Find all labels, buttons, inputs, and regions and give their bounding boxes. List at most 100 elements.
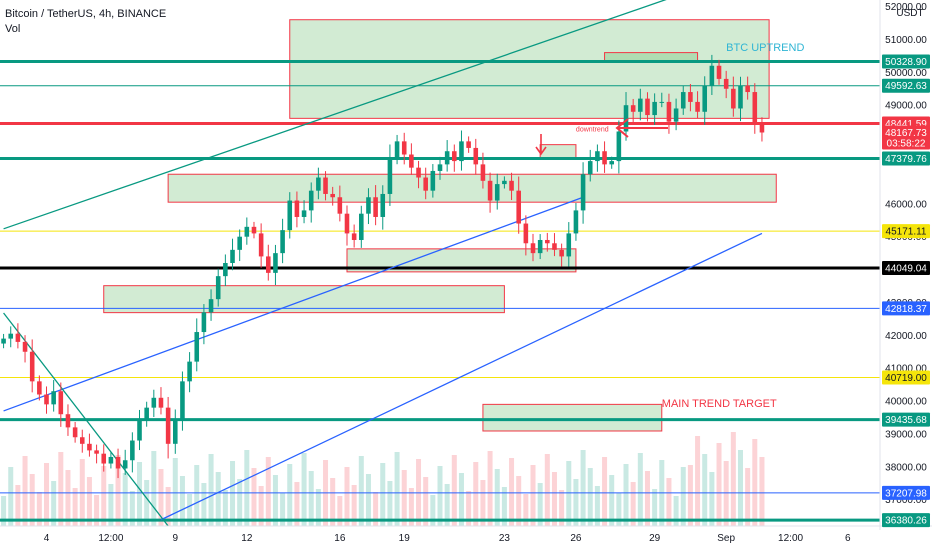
candle-body — [237, 236, 242, 250]
volume-bar — [287, 464, 293, 526]
volume-indicator-label[interactable]: Vol — [5, 23, 21, 35]
candle-body — [466, 141, 471, 148]
price-level-tag-label: 47379.76 — [885, 154, 927, 165]
volume-bar — [509, 458, 515, 526]
candle-body — [366, 197, 371, 214]
price-level-tag-label: 40719.00 — [885, 373, 927, 384]
time-axis[interactable]: 4 12:00 9 12 16 19 23 26 29 Sep 12:00 6 — [44, 533, 851, 544]
candle-body — [394, 141, 400, 158]
price-tick-label: 51000.00 — [885, 35, 927, 46]
candle-body — [294, 200, 300, 217]
current-price-label: 48167.73 — [885, 128, 927, 139]
candle-body — [487, 180, 493, 201]
volume-bar — [537, 483, 543, 526]
price-axis[interactable]: 52000.00 51000.00 50000.00 49000.00 46000.00… — [882, 2, 930, 528]
volume-bar — [94, 495, 100, 526]
candle-body — [680, 92, 686, 109]
volume-bars — [1, 432, 765, 526]
volume-bar — [394, 452, 400, 526]
volume-bar — [172, 458, 178, 526]
price-level-tag — [882, 301, 930, 316]
candle-body — [716, 65, 722, 79]
price-level-tag-label: 45171.11 — [886, 227, 927, 238]
volume-bar — [716, 443, 722, 526]
candle-body — [387, 157, 393, 194]
candle-body — [1, 338, 6, 344]
candle-body — [623, 105, 629, 132]
candle-body — [530, 243, 536, 254]
candle-body — [609, 161, 614, 165]
time-tick-label: 26 — [570, 533, 582, 544]
candle-body — [359, 213, 364, 240]
symbol-title[interactable]: Bitcoin / TetherUS, 4h, BINANCE — [5, 8, 167, 20]
volume-bar — [494, 469, 500, 526]
volume-bar — [36, 492, 42, 526]
candle-body — [702, 85, 708, 112]
candle-body — [373, 197, 378, 217]
volume-bar — [430, 495, 436, 526]
candle-body — [180, 381, 185, 421]
price-level-tag-label: 50328.90 — [885, 57, 927, 68]
volume-bar — [301, 453, 307, 526]
volume-bar — [108, 484, 114, 526]
price-level-tag-label: 39435.68 — [885, 415, 927, 426]
price-tick-label: 41000.00 — [885, 364, 927, 375]
candles — [1, 54, 765, 479]
candle-body — [537, 239, 543, 254]
candle-body — [22, 341, 28, 352]
candle-body — [380, 193, 386, 217]
volume-bar — [187, 494, 193, 526]
candle-body — [87, 443, 92, 451]
volume-bar — [308, 471, 314, 526]
volume-bar — [623, 464, 629, 526]
volume-bar — [523, 494, 529, 526]
candle-body — [51, 391, 56, 405]
candle-body — [323, 177, 328, 194]
annotation-label: downtrend — [576, 127, 609, 134]
volume-bar — [609, 475, 615, 526]
volume-bar — [673, 496, 679, 526]
zone-box — [482, 403, 663, 432]
price-tick-label: 52000.00 — [885, 2, 927, 13]
volume-bar — [258, 486, 264, 526]
candle-body — [258, 233, 264, 257]
candle-body — [738, 85, 743, 109]
candle-body — [223, 263, 228, 277]
volume-bar — [237, 479, 243, 526]
volume-bar — [602, 457, 608, 526]
candle-body — [523, 223, 529, 244]
candle-body — [29, 351, 35, 382]
candle-body — [416, 167, 421, 178]
candle-body — [115, 456, 121, 469]
volume-bar — [194, 465, 200, 526]
left-arrow-icon — [615, 118, 668, 138]
candle-body — [94, 450, 99, 454]
volume-bar — [387, 481, 393, 526]
volume-bar — [730, 432, 736, 526]
candle-body — [709, 65, 715, 86]
candle-body — [659, 101, 665, 103]
volume-bar — [315, 489, 321, 526]
volume-bar — [723, 461, 729, 526]
candle-body — [688, 92, 693, 102]
volume-bar — [115, 455, 121, 526]
candle-body — [122, 460, 128, 469]
candle-body — [580, 174, 586, 211]
volume-bar — [222, 490, 228, 526]
candle-body — [287, 200, 293, 231]
volume-bar — [144, 480, 150, 526]
volume-bar — [294, 482, 300, 526]
price-tick-label: 50000.00 — [885, 68, 927, 79]
volume-bar — [616, 493, 622, 526]
annotation-label: BTC UPTREND — [726, 42, 804, 54]
candle-body — [545, 239, 550, 244]
volume-bar — [8, 467, 14, 526]
volume-bar — [265, 457, 271, 526]
candle-body — [165, 407, 171, 444]
candle-body — [280, 230, 285, 254]
volume-bar — [272, 475, 278, 526]
candle-body — [602, 151, 607, 165]
candle-body — [144, 407, 149, 421]
candle-body — [15, 333, 21, 342]
